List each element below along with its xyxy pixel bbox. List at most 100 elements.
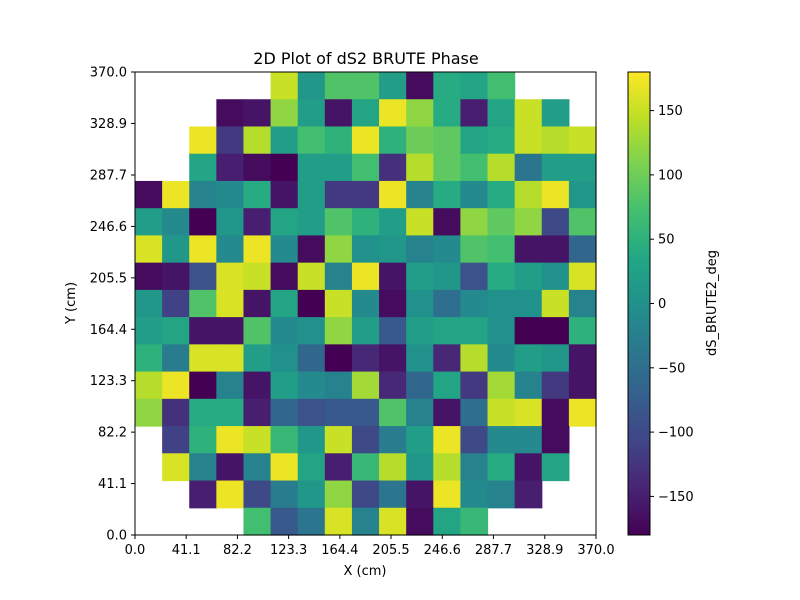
heatmap-cell bbox=[487, 153, 516, 182]
heatmap-cell bbox=[324, 507, 353, 536]
heatmap-cell bbox=[189, 398, 217, 427]
heatmap-cell bbox=[487, 126, 516, 155]
heatmap-cell bbox=[135, 208, 163, 237]
heatmap-cell bbox=[406, 426, 434, 454]
x-tick-label: 82.2 bbox=[223, 543, 252, 558]
y-tick-label: 41.1 bbox=[98, 477, 127, 492]
heatmap-cell bbox=[270, 262, 299, 291]
heatmap-cell bbox=[324, 72, 353, 100]
heatmap-cell bbox=[189, 371, 217, 400]
heatmap-cell bbox=[216, 480, 245, 509]
heatmap-cell bbox=[243, 99, 272, 128]
heatmap-cell bbox=[568, 153, 597, 182]
heatmap-cell bbox=[216, 262, 245, 291]
heatmap-cell bbox=[135, 180, 163, 209]
y-tick-label: 164.4 bbox=[90, 323, 127, 338]
heatmap-cell bbox=[541, 153, 570, 182]
colorbar: 150 100 50 0 −50 −100 −150 dS_BRUTE2_deg bbox=[627, 71, 720, 536]
heatmap-cell bbox=[297, 72, 326, 100]
heatmap-cell bbox=[297, 371, 326, 400]
x-tick-label: 287.7 bbox=[475, 543, 512, 558]
heatmap-cell bbox=[297, 398, 326, 427]
heatmap-cell bbox=[379, 344, 407, 373]
heatmap-cell bbox=[216, 208, 245, 237]
heatmap-cell bbox=[243, 208, 272, 237]
heatmap-cell bbox=[568, 398, 597, 427]
heatmap-cell bbox=[216, 235, 245, 264]
heatmap-cell bbox=[270, 426, 299, 454]
heatmap-cell bbox=[379, 371, 407, 400]
heatmap-cell bbox=[460, 153, 489, 182]
heatmap-cell bbox=[433, 153, 462, 182]
heatmap-cell bbox=[351, 72, 380, 100]
heatmap-cell bbox=[297, 262, 326, 291]
colorbar-tick-label: 50 bbox=[658, 233, 675, 248]
heatmap-cell bbox=[351, 208, 380, 237]
heatmap-cell bbox=[568, 371, 597, 400]
heatmap-cell bbox=[487, 426, 516, 454]
heatmap-cell bbox=[541, 262, 570, 291]
heatmap-cell bbox=[433, 208, 462, 237]
heatmap-cell bbox=[243, 398, 272, 427]
heatmap-cell bbox=[324, 317, 353, 345]
heatmap-cell bbox=[541, 426, 570, 454]
heatmap-cell bbox=[189, 344, 217, 373]
heatmap-cell bbox=[135, 398, 163, 427]
heatmap-cell bbox=[487, 72, 516, 100]
heatmap-cell bbox=[568, 180, 597, 209]
heatmap-cell bbox=[135, 235, 163, 264]
heatmap-cell bbox=[379, 507, 407, 536]
heatmap-cell bbox=[243, 317, 272, 345]
heatmap-cell bbox=[487, 453, 516, 482]
heatmap-cell bbox=[189, 208, 217, 237]
heatmap-cell bbox=[189, 289, 217, 318]
heatmap-cell bbox=[297, 480, 326, 509]
heatmap-cell bbox=[460, 289, 489, 318]
y-axis-ticks: 0.0 41.1 82.2 123.3 164.4 205.5 246.6 287.7 328.… bbox=[90, 66, 135, 544]
heatmap-cell bbox=[514, 398, 543, 427]
heatmap-cell bbox=[297, 453, 326, 482]
heatmap-cell bbox=[162, 398, 190, 427]
heatmap-cell bbox=[162, 262, 190, 291]
heatmap-cell bbox=[216, 453, 245, 482]
heatmap-cell bbox=[162, 208, 190, 237]
heatmap-cell bbox=[324, 126, 353, 155]
heatmap-cell bbox=[189, 180, 217, 209]
x-tick-label: 205.5 bbox=[372, 543, 409, 558]
heatmap-cell bbox=[487, 344, 516, 373]
heatmap-cell bbox=[406, 235, 434, 264]
heatmap-cell bbox=[379, 317, 407, 345]
heatmap-cell bbox=[189, 453, 217, 482]
heatmap-cell bbox=[270, 289, 299, 318]
heatmap-cell bbox=[297, 289, 326, 318]
heatmap-cell bbox=[135, 289, 163, 318]
heatmap-cell bbox=[541, 99, 570, 128]
colorbar-gradient bbox=[627, 71, 651, 536]
heatmap-cell bbox=[351, 480, 380, 509]
heatmap-cell bbox=[460, 126, 489, 155]
heatmap-cell bbox=[351, 398, 380, 427]
heatmap-cell bbox=[243, 289, 272, 318]
heatmap-cell bbox=[379, 289, 407, 318]
heatmap-cell bbox=[433, 507, 462, 536]
heatmap-cell bbox=[379, 480, 407, 509]
y-tick-label: 370.0 bbox=[90, 66, 127, 81]
heatmap-cell bbox=[216, 99, 245, 128]
heatmap-cell bbox=[324, 289, 353, 318]
heatmap-cell bbox=[514, 99, 543, 128]
heatmap-cell bbox=[514, 126, 543, 155]
heatmap-cell bbox=[135, 344, 163, 373]
y-tick-label: 82.2 bbox=[98, 426, 127, 441]
heatmap-cell bbox=[433, 180, 462, 209]
heatmap-cell bbox=[270, 480, 299, 509]
heatmap-cell bbox=[568, 344, 597, 373]
heatmap-cell bbox=[243, 153, 272, 182]
heatmap-cell bbox=[406, 99, 434, 128]
heatmap-cell bbox=[460, 371, 489, 400]
heatmap-cell bbox=[487, 208, 516, 237]
x-tick-label: 123.3 bbox=[270, 543, 307, 558]
heatmap-cell bbox=[568, 262, 597, 291]
heatmap-cells bbox=[135, 72, 597, 536]
heatmap-cell bbox=[162, 235, 190, 264]
